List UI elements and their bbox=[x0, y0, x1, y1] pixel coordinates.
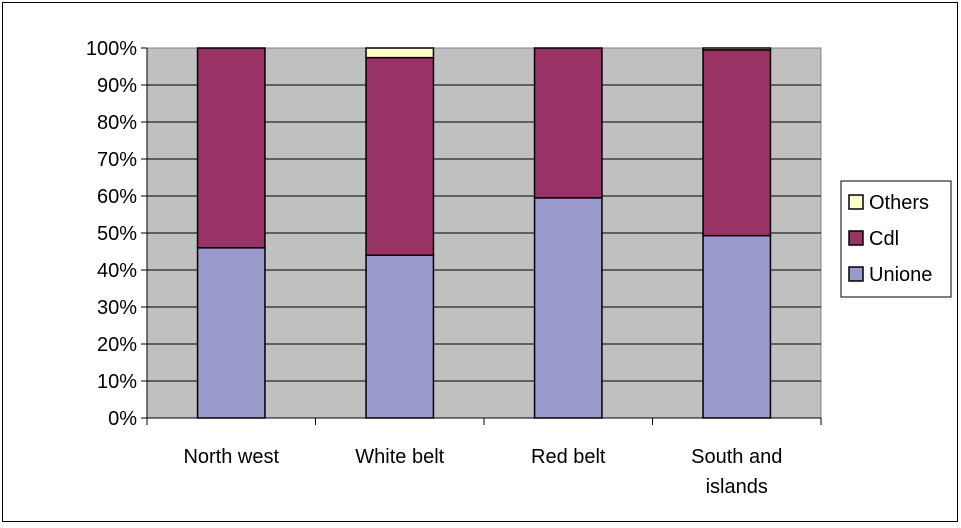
chart-frame: 0% 10% 20% 30% 40% 50% 60% 70% 80% 90% 100% North … bbox=[2, 2, 958, 522]
stacked-bar-chart: 0% 10% 20% 30% 40% 50% 60% 70% 80% 90% 100% North … bbox=[86, 38, 952, 498]
bar-segment-unione bbox=[365, 254, 435, 419]
x-tick-label: South and islands bbox=[691, 446, 782, 498]
y-tick-label: 10% bbox=[97, 371, 137, 393]
y-tick-label: 60% bbox=[97, 186, 137, 208]
y-tick-label: 0% bbox=[108, 408, 137, 430]
legend-label-others: Others bbox=[869, 192, 929, 214]
x-tick-label: North west bbox=[183, 446, 279, 468]
y-tick-label: 20% bbox=[97, 334, 137, 356]
bar-segment-unione bbox=[533, 197, 603, 419]
x-tick-label: White belt bbox=[355, 446, 444, 468]
y-tick-label: 30% bbox=[97, 297, 137, 319]
plot-area bbox=[146, 47, 822, 419]
bar-segment-others bbox=[365, 47, 435, 59]
bar-segment-cdl bbox=[702, 49, 772, 237]
bar-segment-cdl bbox=[196, 47, 266, 249]
y-tick-label: 100% bbox=[86, 38, 137, 60]
bar-segment-cdl bbox=[365, 56, 435, 256]
y-tick-label: 80% bbox=[97, 112, 137, 134]
legend: Others Cdl Unione bbox=[840, 180, 952, 298]
x-axis: North west White belt Red belt South and isl… bbox=[146, 417, 822, 498]
legend-swatch-unione bbox=[848, 266, 864, 282]
legend-label-unione: Unione bbox=[869, 264, 932, 286]
y-axis: 0% 10% 20% 30% 40% 50% 60% 70% 80% 90% 100% bbox=[86, 38, 148, 430]
x-tick-label: Red belt bbox=[531, 446, 606, 468]
bar-segment-unione bbox=[196, 247, 266, 419]
y-tick-label: 90% bbox=[97, 75, 137, 97]
bar-segment-cdl bbox=[533, 47, 603, 199]
legend-label-cdl: Cdl bbox=[869, 228, 899, 250]
y-tick-label: 50% bbox=[97, 223, 137, 245]
y-tick-label: 70% bbox=[97, 149, 137, 171]
bar-segment-unione bbox=[702, 234, 772, 419]
bar-segment-others bbox=[702, 47, 772, 51]
legend-swatch-others bbox=[848, 194, 864, 210]
legend-swatch-cdl bbox=[848, 230, 864, 246]
y-tick-label: 40% bbox=[97, 260, 137, 282]
